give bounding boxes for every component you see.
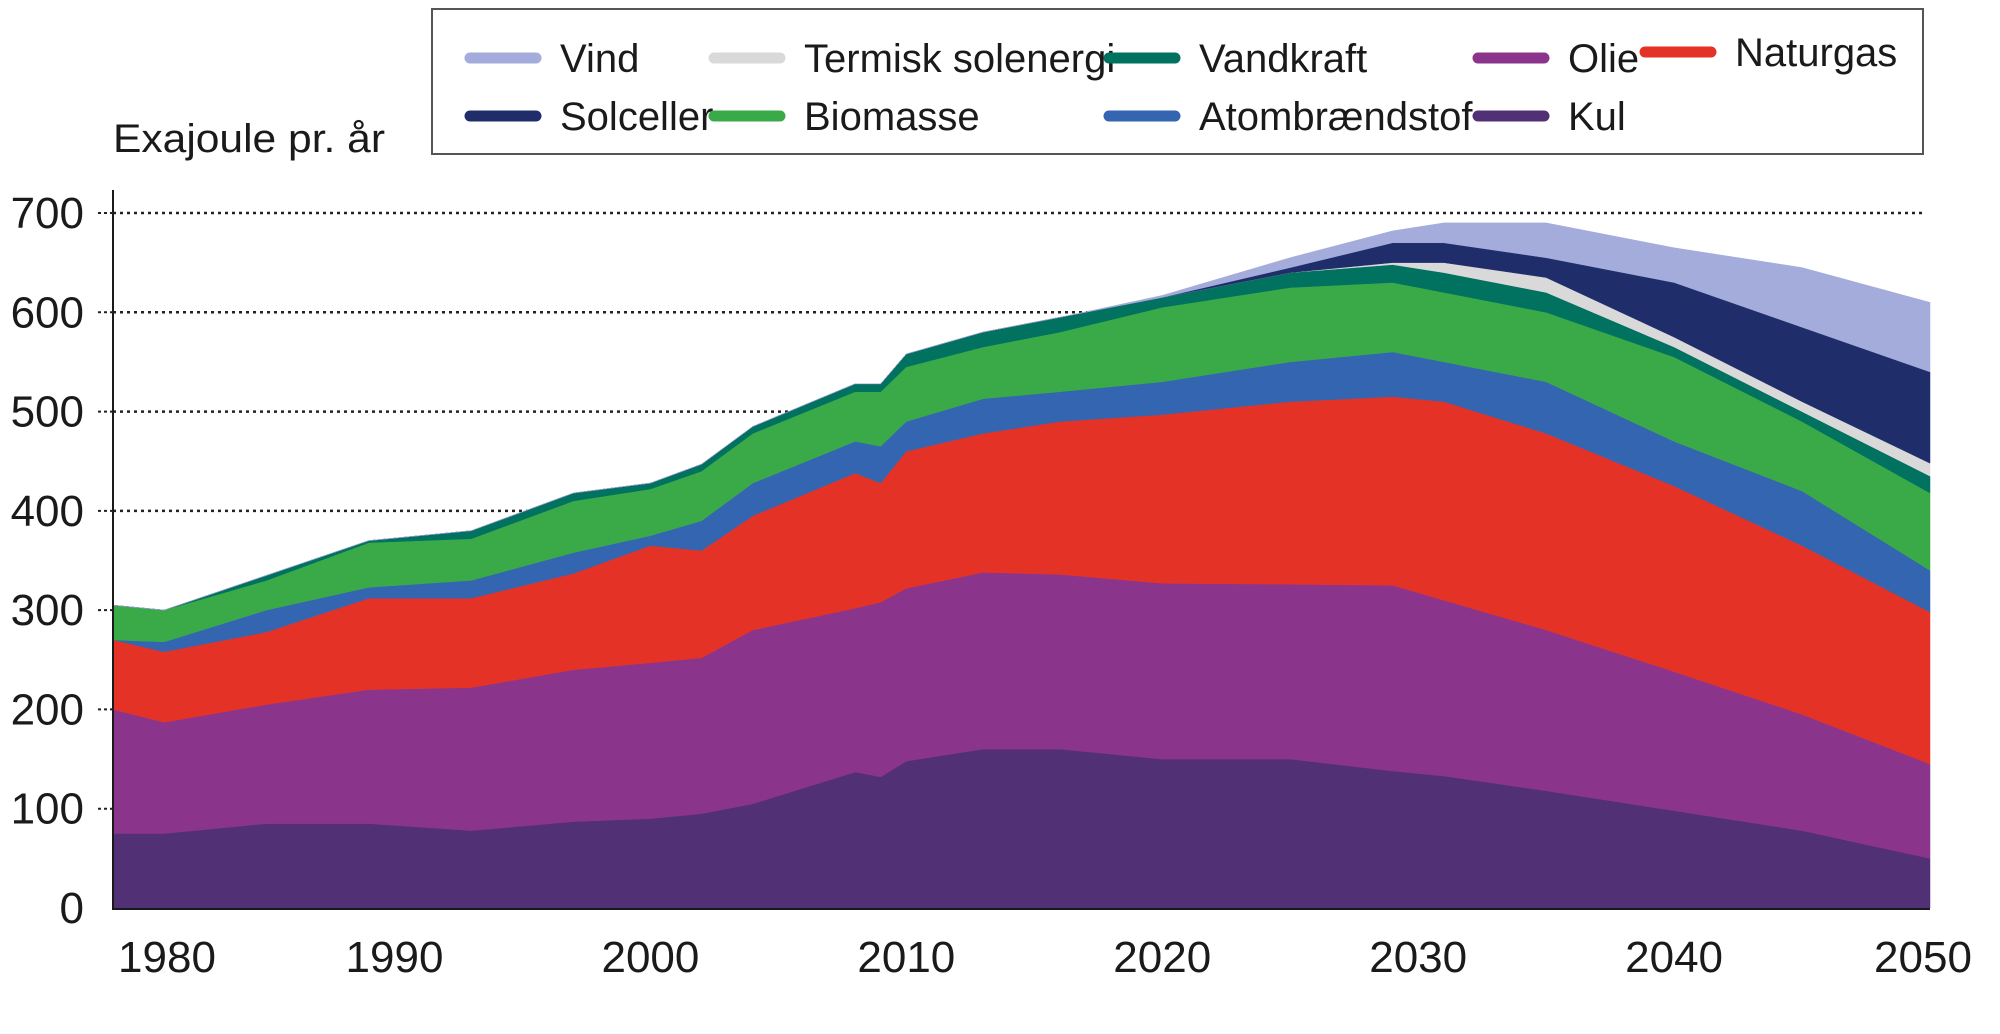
area-series [112, 222, 1931, 909]
legend-label: Olie [1568, 37, 1639, 81]
x-tick-label: 1980 [118, 933, 216, 982]
y-tick-label: 300 [11, 586, 84, 635]
x-tick-label: 2050 [1874, 933, 1972, 982]
y-tick-label: 100 [11, 785, 84, 834]
legend-label: Biomasse [804, 95, 980, 139]
legend-item-vandkraft: Vandkraft [1103, 37, 1367, 81]
legend-box [431, 8, 1924, 155]
legend-label: Atombrændstof [1199, 95, 1473, 139]
y-tick-label: 700 [11, 189, 84, 238]
x-tick-label: 2000 [601, 933, 699, 982]
legend-label: Naturgas [1735, 31, 1897, 75]
legend-item-vind: Vind [464, 37, 639, 81]
x-tick-label: 2040 [1625, 933, 1723, 982]
legend-item-naturgas: Naturgas [1639, 31, 1897, 75]
legend: Vind Termisk solenergi Vandkraft Olie Naturg… [464, 31, 1897, 139]
legend-label: Termisk solenergi [804, 37, 1115, 81]
x-tick-label: 2020 [1113, 933, 1211, 982]
legend-item-atombrændstof: Atombrændstof [1103, 95, 1473, 139]
legend-item-olie: Olie [1472, 37, 1639, 81]
legend-label: Vandkraft [1199, 37, 1367, 81]
x-tick-label: 1990 [346, 933, 444, 982]
legend-label: Vind [560, 37, 639, 81]
y-tick-label: 0 [60, 884, 84, 933]
y-tick-labels: 0 100 200 300 400 500 600 700 [11, 189, 113, 933]
legend-item-biomasse: Biomasse [708, 95, 980, 139]
legend-label: Kul [1568, 95, 1626, 139]
x-tick-labels: 1980 1990 2000 2010 2020 2030 2040 2050 [118, 933, 1972, 982]
area-vind [112, 222, 1931, 611]
y-tick-label: 400 [11, 487, 84, 536]
y-axis-label: Exajoule pr. år [113, 117, 385, 161]
y-tick-label: 200 [11, 685, 84, 734]
x-tick-label: 2010 [857, 933, 955, 982]
legend-item-solceller: Solceller [464, 95, 713, 139]
legend-item-kul: Kul [1472, 95, 1626, 139]
y-tick-label: 500 [11, 388, 84, 437]
legend-label: Solceller [560, 95, 713, 139]
legend-item-termisk-solenergi: Termisk solenergi [708, 37, 1115, 81]
x-tick-label: 2030 [1369, 933, 1467, 982]
y-tick-label: 600 [11, 288, 84, 337]
